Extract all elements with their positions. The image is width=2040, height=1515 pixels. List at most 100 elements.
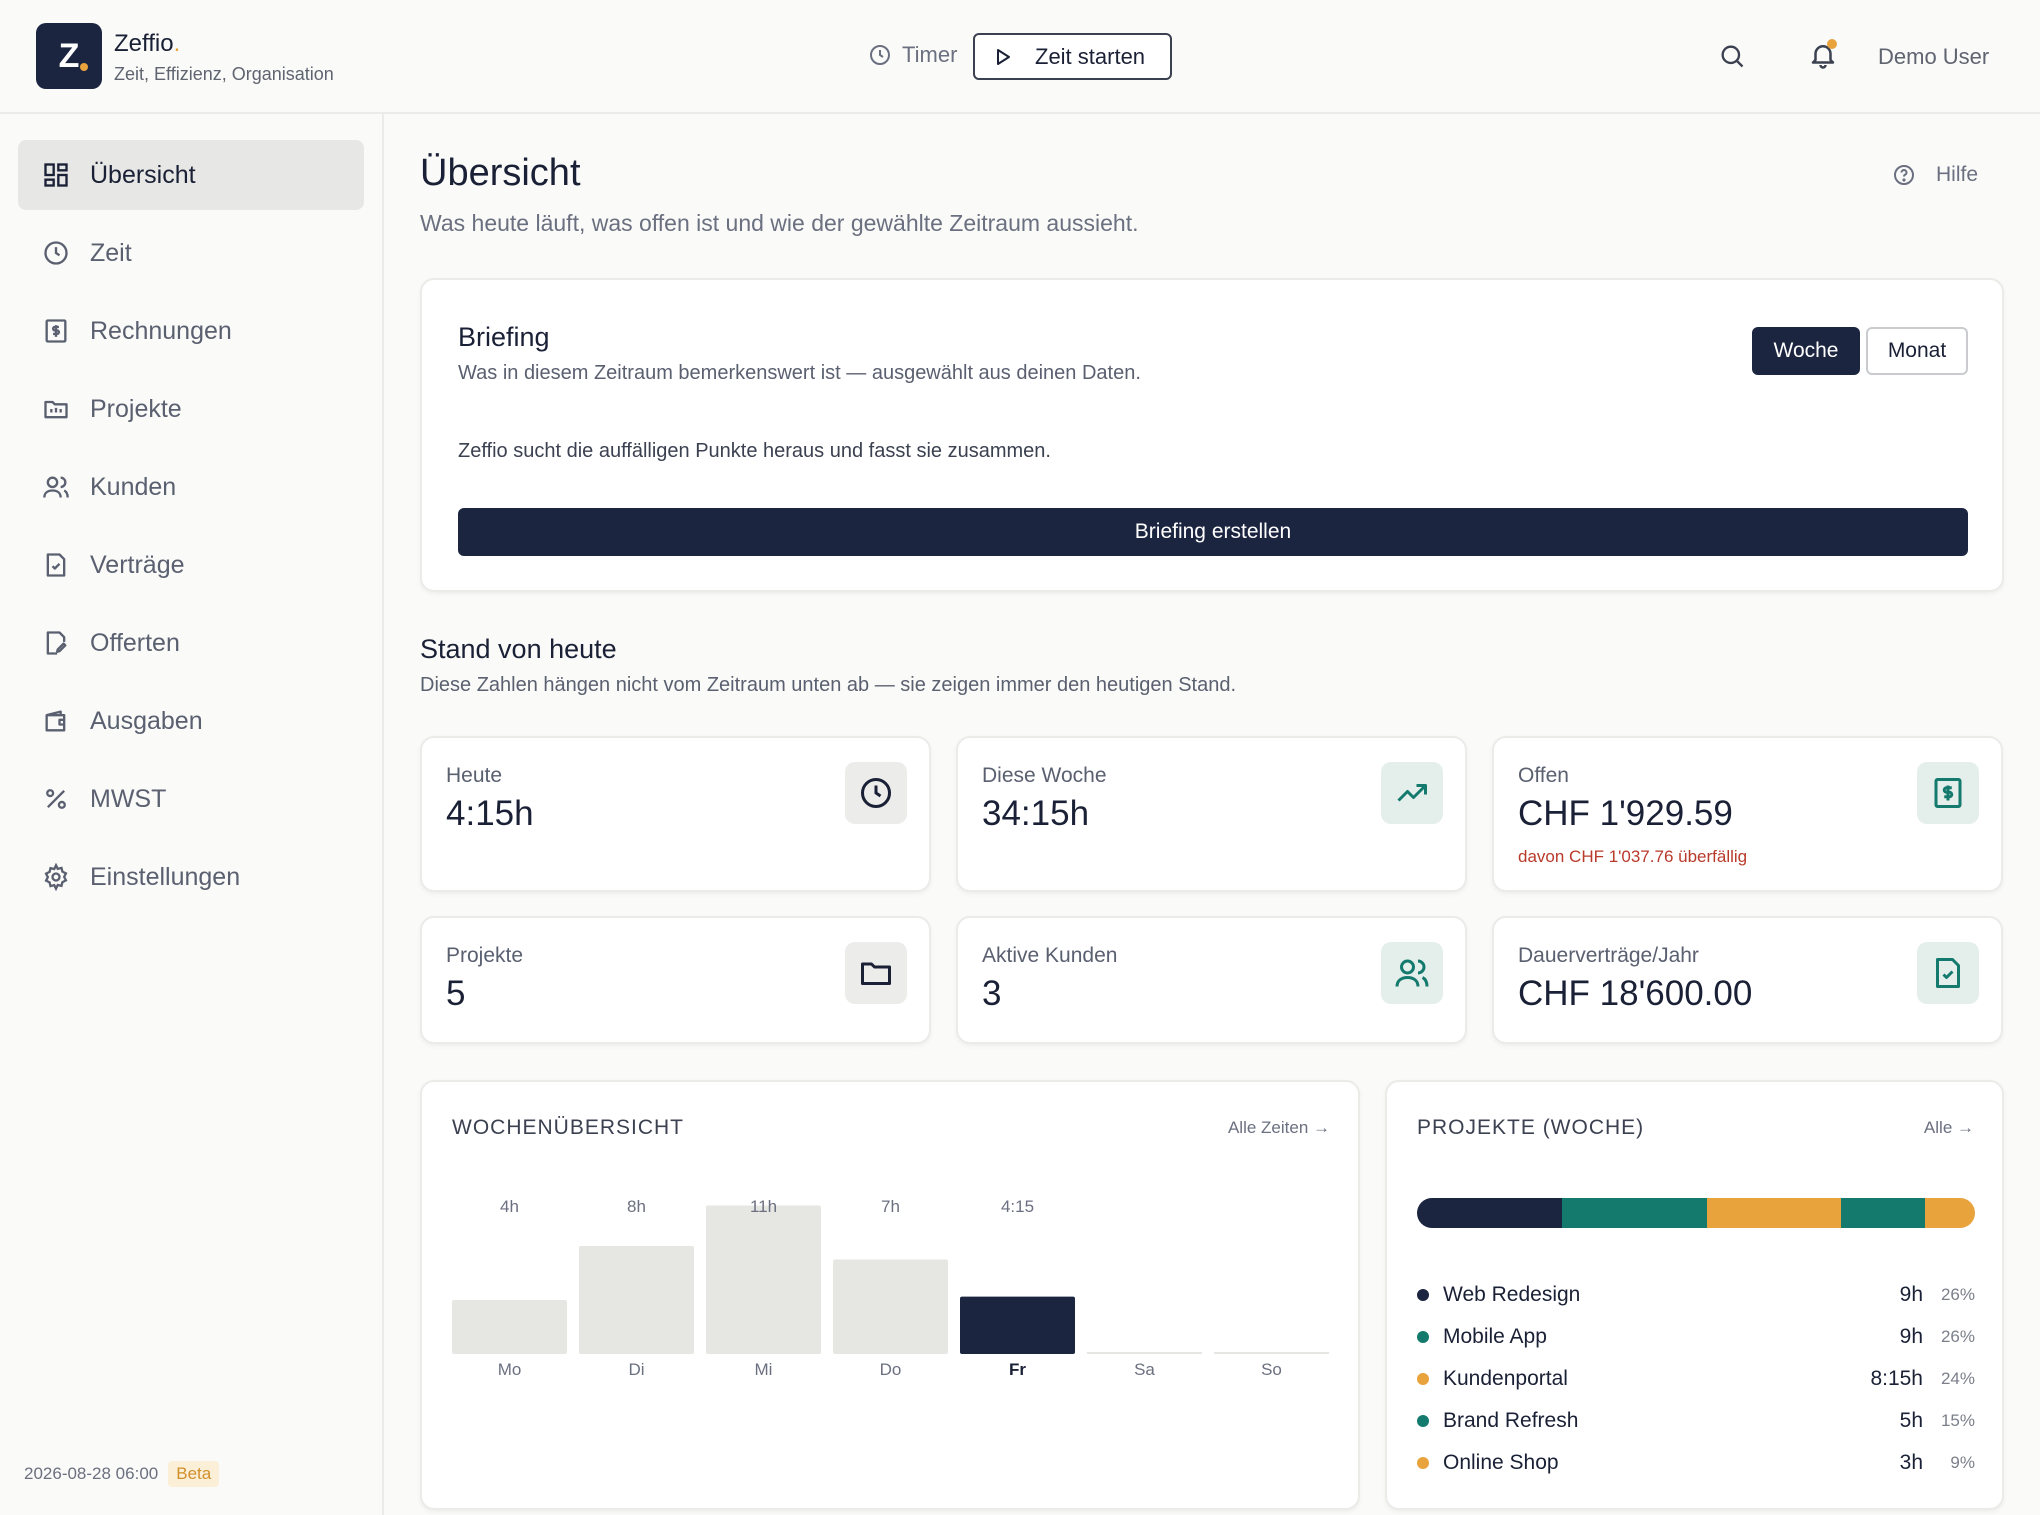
project-hours: 8:15h: [1870, 1367, 1923, 1390]
stat-icon-box: [845, 942, 907, 1004]
search-icon: [1721, 45, 1744, 68]
sidebar-item-offers[interactable]: Offerten: [18, 608, 364, 678]
sidebar-item-vat[interactable]: MWST: [18, 764, 364, 834]
stat-icon-box: [1917, 762, 1979, 824]
create-briefing-button[interactable]: Briefing erstellen: [458, 508, 1968, 556]
project-share-bar: [1417, 1198, 1975, 1228]
project-row[interactable]: Web Redesign 9h 26%: [1417, 1280, 1975, 1310]
all-times-link[interactable]: Alle Zeiten →: [1227, 1118, 1330, 1137]
project-percent: 15%: [1940, 1411, 1975, 1430]
project-name: Brand Refresh: [1443, 1409, 1579, 1432]
day-label-mi: Mi: [755, 1360, 773, 1379]
bar-value-label: 4h: [500, 1197, 519, 1216]
project-share-segment[interactable]: [1417, 1198, 1563, 1228]
project-share-segment[interactable]: [1924, 1198, 1975, 1228]
sidebar-item-projects[interactable]: Projekte: [18, 374, 364, 444]
stat-card-projects[interactable]: Projekte 5: [420, 916, 931, 1044]
invoice-icon: [45, 319, 67, 343]
stat-icon-box: [1381, 942, 1443, 1004]
bar-value-label: 11h: [750, 1197, 777, 1216]
play-icon: [997, 48, 1010, 65]
stat-icon-box: [1917, 942, 1979, 1004]
stat-value: 5: [446, 974, 466, 1013]
stat-card-customers[interactable]: Aktive Kunden 3: [956, 916, 1467, 1044]
day-label-fr: Fr: [1009, 1360, 1026, 1379]
day-label-di: Di: [628, 1360, 644, 1379]
folder-icon: [44, 400, 68, 419]
briefing-text: Zeffio sucht die auffälligen Punkte hera…: [458, 440, 1051, 462]
stat-card-contracts[interactable]: Dauerverträge/Jahr CHF 18'600.00: [1492, 916, 2003, 1044]
project-hours: 5h: [1899, 1409, 1923, 1432]
project-hours: 9h: [1899, 1325, 1923, 1348]
project-name: Web Redesign: [1443, 1283, 1581, 1306]
app-tagline: Zeit, Effizienz, Organisation: [114, 64, 334, 84]
help-link[interactable]: Hilfe: [1892, 163, 1978, 187]
bar-sa[interactable]: [1087, 1352, 1202, 1354]
project-share-segment[interactable]: [1707, 1198, 1842, 1228]
overdue-note: davon CHF 1'037.76 überfällig: [1518, 847, 1748, 866]
help-icon: [1894, 165, 1914, 185]
week-bar-chart: 4h Mo 8h Di 11h Mi 7h Do 4:15 Fr Sa So: [452, 1197, 1329, 1379]
sidebar-item-expenses[interactable]: Ausgaben: [18, 686, 364, 756]
project-share-segment[interactable]: [1841, 1198, 1925, 1228]
bar-do[interactable]: [833, 1259, 948, 1355]
start-timer-button[interactable]: Zeit starten: [973, 33, 1172, 80]
bar-mi[interactable]: [706, 1205, 821, 1355]
sidebar-item-settings[interactable]: Einstellungen: [18, 842, 364, 912]
stat-card-today[interactable]: Heute 4:15h: [420, 736, 931, 892]
top-header: Z Zeffio. Zeit, Effizienz, Organisation …: [0, 0, 2040, 114]
project-hours: 9h: [1899, 1283, 1923, 1306]
stat-value: 3: [982, 974, 1002, 1013]
all-projects-link[interactable]: Alle →: [1923, 1118, 1974, 1137]
app-name: Zeffio.: [114, 30, 181, 57]
sidebar-item-time[interactable]: Zeit: [18, 218, 364, 288]
stat-label: Dauerverträge/Jahr: [1518, 944, 1699, 967]
project-row[interactable]: Mobile App 9h 26%: [1417, 1322, 1975, 1352]
project-row[interactable]: Kundenportal 8:15h 24%: [1417, 1364, 1975, 1394]
sidebar-footer: 2026-08-28 06:00 Beta: [24, 1461, 220, 1487]
stat-label: Aktive Kunden: [982, 944, 1118, 967]
briefing-subtitle: Was in diesem Zeitraum bemerkenswert ist…: [458, 362, 1141, 384]
project-percent: 9%: [1950, 1453, 1975, 1472]
project-color-dot: [1417, 1415, 1429, 1427]
project-percent: 26%: [1940, 1285, 1975, 1304]
app-logo[interactable]: Z: [36, 23, 102, 89]
project-row[interactable]: Online Shop 3h 9%: [1417, 1448, 1975, 1478]
search-button[interactable]: [1718, 42, 1746, 70]
project-percent: 26%: [1940, 1327, 1975, 1346]
stat-value: 4:15h: [446, 794, 534, 833]
sidebar-item-overview[interactable]: Übersicht: [18, 140, 364, 210]
users-icon: [1395, 959, 1429, 987]
timer-link[interactable]: Timer: [868, 42, 957, 68]
stat-card-week[interactable]: Diese Woche 34:15h: [956, 736, 1467, 892]
users-icon: [43, 476, 69, 498]
sidebar-item-invoices[interactable]: Rechnungen: [18, 296, 364, 366]
stat-card-open[interactable]: Offen CHF 1'929.59 davon CHF 1'037.76 üb…: [1492, 736, 2003, 892]
invoice-icon: [1934, 778, 1962, 808]
sidebar: Übersicht Zeit Rechnungen Projekte Kunde…: [0, 114, 384, 1515]
bar-value-label: 7h: [881, 1197, 900, 1216]
bar-fr[interactable]: [960, 1296, 1075, 1354]
bar-so[interactable]: [1214, 1352, 1329, 1354]
sidebar-item-contracts[interactable]: Verträge: [18, 530, 364, 600]
wallet-icon: [45, 710, 66, 732]
project-share-segment[interactable]: [1562, 1198, 1708, 1228]
section-subtitle: Diese Zahlen hängen nicht vom Zeitraum u…: [420, 674, 1237, 696]
day-label-sa: Sa: [1134, 1360, 1155, 1379]
gear-icon: [44, 863, 68, 891]
panel-title: WOCHENÜBERSICHT: [452, 1116, 685, 1139]
sidebar-item-customers[interactable]: Kunden: [18, 452, 364, 522]
project-row[interactable]: Brand Refresh 5h 15%: [1417, 1406, 1975, 1436]
clock-icon: [870, 45, 890, 65]
notifications-button[interactable]: [1808, 39, 1838, 70]
bar-mo[interactable]: [452, 1300, 567, 1354]
project-hours: 3h: [1899, 1451, 1923, 1474]
period-month-toggle[interactable]: Monat: [1866, 327, 1968, 375]
project-color-dot: [1417, 1373, 1429, 1385]
bell-icon: [1811, 45, 1835, 69]
period-week-toggle[interactable]: Woche: [1752, 327, 1860, 375]
briefing-title: Briefing: [458, 322, 550, 352]
bar-di[interactable]: [579, 1246, 694, 1354]
user-menu[interactable]: Demo User: [1878, 44, 1990, 69]
project-color-dot: [1417, 1331, 1429, 1343]
